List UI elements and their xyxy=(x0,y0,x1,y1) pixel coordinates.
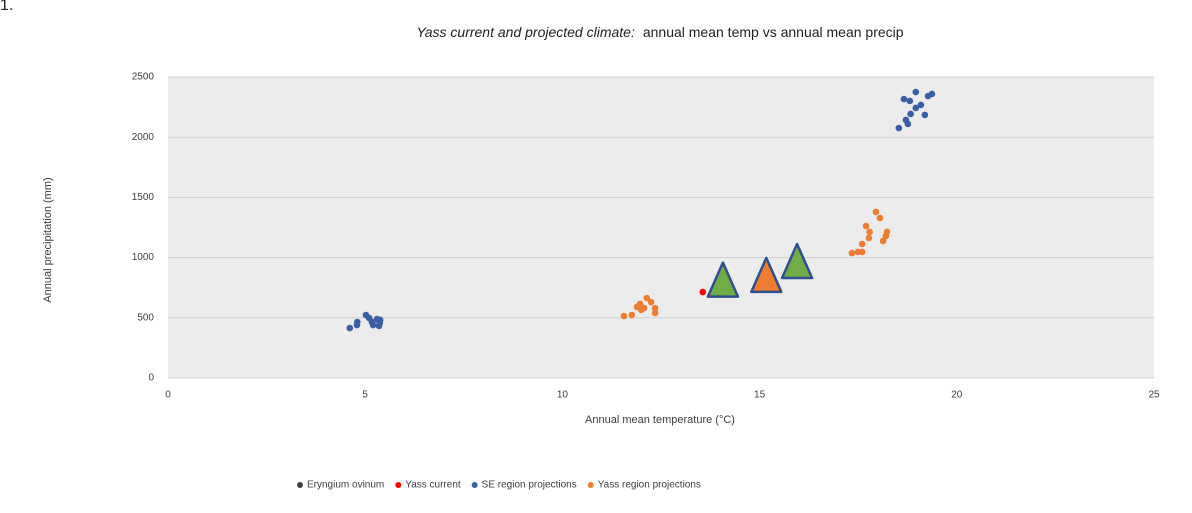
x-tick-label: 25 xyxy=(1148,390,1160,401)
point xyxy=(651,309,659,317)
legend-label: Eryngium ovinum xyxy=(307,480,384,491)
point xyxy=(917,101,925,109)
point xyxy=(699,288,707,296)
point xyxy=(866,228,873,236)
point xyxy=(647,298,655,306)
point xyxy=(369,321,377,329)
point xyxy=(620,312,628,320)
point xyxy=(876,214,884,222)
point xyxy=(912,104,920,112)
point xyxy=(907,110,914,118)
point xyxy=(346,324,354,332)
point xyxy=(651,304,659,312)
point xyxy=(872,208,880,216)
legend-marker xyxy=(297,482,303,488)
y-tick-label: 2500 xyxy=(132,72,155,83)
x-axis-title: Annual mean temperature (°C) xyxy=(585,414,735,426)
y-tick-label: 1000 xyxy=(132,252,155,263)
point xyxy=(636,300,644,308)
y-tick-label: 500 xyxy=(137,312,154,323)
point xyxy=(865,234,873,242)
y-tick-label: 1500 xyxy=(132,192,155,203)
legend-label: Yass region projections xyxy=(598,480,701,491)
title: Yass current and projected climate: xyxy=(416,24,635,40)
plot-area xyxy=(168,77,1154,378)
triangle-marker xyxy=(750,256,783,294)
point xyxy=(628,311,636,319)
point xyxy=(921,111,929,119)
x-tick-label: 20 xyxy=(951,390,963,401)
annotation: 1. xyxy=(0,0,13,14)
subtitle: annual mean temp vs annual mean precip xyxy=(643,24,904,40)
point xyxy=(904,120,912,128)
point xyxy=(900,95,908,103)
point xyxy=(858,248,866,256)
triangle-marker xyxy=(780,242,814,280)
point xyxy=(848,249,856,257)
point xyxy=(643,294,651,302)
legend-marker xyxy=(471,482,478,488)
point xyxy=(858,240,866,248)
x-tick-label: 5 xyxy=(362,390,368,401)
point xyxy=(883,228,891,236)
point xyxy=(906,97,914,105)
x-tick-label: 0 xyxy=(165,390,171,401)
y-tick-label: 2000 xyxy=(132,132,155,143)
legend-marker xyxy=(395,482,402,488)
point xyxy=(895,124,903,132)
point xyxy=(912,88,920,96)
y-tick-label: 0 xyxy=(148,373,154,384)
legend-marker xyxy=(587,482,594,488)
triangle-marker xyxy=(706,261,740,298)
y-axis-title: Annual precipitation (mm) xyxy=(42,177,54,302)
point xyxy=(637,306,645,314)
x-tick-label: 10 xyxy=(557,390,569,401)
point xyxy=(862,222,870,230)
point xyxy=(879,237,887,245)
chart-title: Yass current and projected climate: annua… xyxy=(416,24,903,40)
point xyxy=(928,90,936,98)
legend-label: Yass current xyxy=(405,480,461,491)
x-tick-label: 15 xyxy=(754,390,766,401)
point xyxy=(354,318,361,326)
point xyxy=(373,315,381,323)
legend-label: SE region projections xyxy=(482,480,577,491)
